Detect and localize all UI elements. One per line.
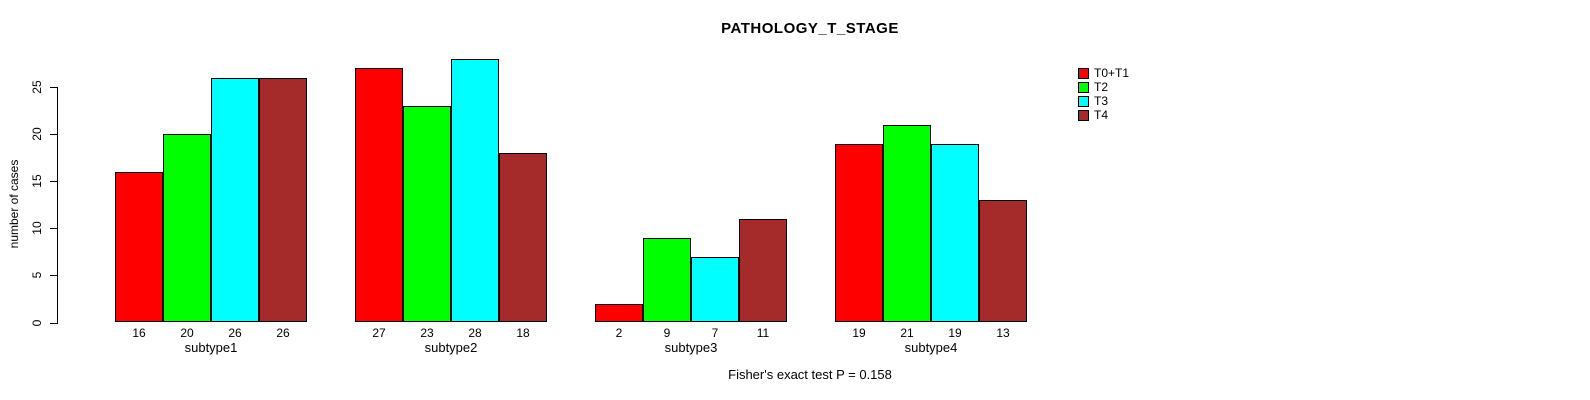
- bar-subtype3-T3: [691, 256, 739, 323]
- y-axis-tick-label: 0: [30, 319, 44, 326]
- bar-value-label: 21: [900, 326, 914, 340]
- bar-value-label: 13: [996, 326, 1010, 340]
- bar-subtype4-T3: [931, 143, 979, 323]
- bar-subtype1-T3: [211, 77, 259, 323]
- legend-item-T4: T4: [1078, 108, 1129, 122]
- bar-subtype2-T0+T1: [355, 68, 403, 323]
- bar-value-label: 26: [276, 326, 290, 340]
- bar-value-label: 19: [852, 326, 866, 340]
- bar-subtype1-T0+T1: [115, 171, 163, 323]
- bar-value-label: 19: [948, 326, 962, 340]
- legend: T0+T1 T2 T3 T4: [1078, 66, 1129, 122]
- y-axis-tick: [50, 275, 57, 277]
- legend-swatch-icon: [1078, 95, 1089, 107]
- bar-subtype3-T0+T1: [595, 303, 643, 323]
- x-axis-category-label: subtype1: [184, 340, 238, 355]
- legend-swatch-icon: [1078, 81, 1089, 93]
- y-axis-tick-label: 5: [30, 272, 44, 279]
- bar-value-label: 16: [132, 326, 146, 340]
- bar-value-label: 27: [372, 326, 386, 340]
- legend-item-T3: T3: [1078, 94, 1129, 108]
- bar-value-label: 18: [516, 326, 530, 340]
- bar-value-label: 11: [756, 326, 770, 340]
- bar-value-label: 28: [468, 326, 482, 340]
- y-axis-tick: [50, 228, 57, 230]
- legend-label: T0+T1: [1094, 66, 1130, 80]
- legend-label: T3: [1094, 94, 1109, 108]
- bar-subtype2-T3: [451, 58, 499, 323]
- bar-subtype3-T2: [643, 237, 691, 323]
- bar-value-label: 20: [180, 326, 194, 340]
- y-axis-tick: [50, 322, 57, 324]
- bar-subtype2-T2: [403, 105, 451, 323]
- bar-subtype3-T4: [739, 218, 787, 323]
- x-axis-category-label: subtype2: [424, 340, 478, 355]
- x-axis-category-label: subtype4: [904, 340, 958, 355]
- y-axis-line: [57, 87, 58, 324]
- legend-label: T4: [1094, 108, 1109, 122]
- statistics-caption: Fisher's exact test P = 0.158: [728, 367, 892, 382]
- bar-value-label: 26: [228, 326, 242, 340]
- y-axis-tick: [50, 181, 57, 183]
- y-axis-label: number of cases: [7, 159, 21, 249]
- y-axis-tick: [50, 134, 57, 136]
- bar-subtype1-T2: [163, 134, 211, 323]
- bar-subtype4-T0+T1: [835, 143, 883, 323]
- legend-label: T2: [1094, 80, 1109, 94]
- bar-subtype4-T4: [979, 200, 1027, 323]
- bar-value-label: 9: [663, 326, 671, 340]
- bar-subtype1-T4: [259, 77, 307, 323]
- bar-value-label: 7: [711, 326, 719, 340]
- bar-value-label: 23: [420, 326, 434, 340]
- chart-title: PATHOLOGY_T_STAGE: [721, 20, 899, 37]
- y-axis-tick-label: 10: [30, 221, 44, 235]
- y-axis-tick-label: 15: [30, 174, 44, 188]
- bar-subtype2-T4: [499, 152, 547, 323]
- y-axis-tick: [50, 87, 57, 88]
- y-axis-tick-label: 20: [30, 127, 44, 141]
- legend-item-T0+T1: T0+T1: [1078, 66, 1129, 80]
- legend-swatch-icon: [1078, 67, 1089, 79]
- x-axis-category-label: subtype3: [664, 340, 718, 355]
- legend-item-T2: T2: [1078, 80, 1129, 94]
- legend-swatch-icon: [1078, 109, 1089, 121]
- bar-subtype4-T2: [883, 124, 931, 323]
- y-axis-tick-label: 25: [30, 80, 44, 94]
- bar-value-label: 2: [615, 326, 623, 340]
